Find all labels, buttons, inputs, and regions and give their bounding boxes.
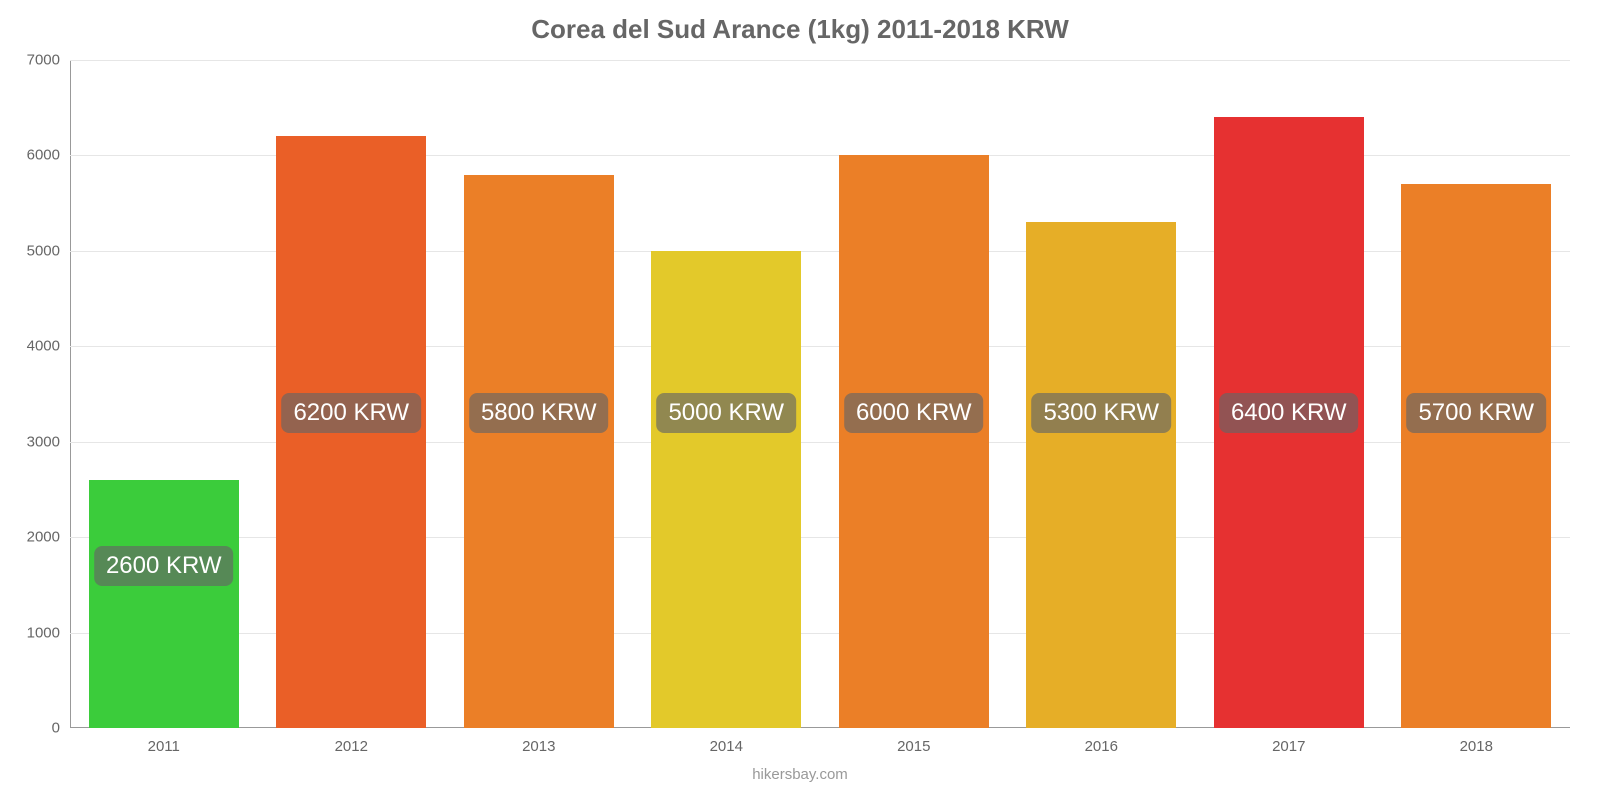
chart-title: Corea del Sud Arance (1kg) 2011-2018 KRW: [0, 14, 1600, 45]
y-tick-label: 1000: [10, 624, 60, 641]
y-axis-line: [70, 60, 71, 728]
plot-area: 0100020003000400050006000700020112600 KR…: [70, 60, 1570, 728]
y-tick-label: 7000: [10, 52, 60, 69]
value-label: 5700 KRW: [1406, 393, 1546, 433]
y-tick-label: 5000: [10, 242, 60, 259]
bar: [1026, 222, 1176, 728]
y-tick-label: 6000: [10, 147, 60, 164]
x-tick-label: 2016: [1085, 728, 1118, 755]
x-tick-label: 2012: [335, 728, 368, 755]
bar: [839, 155, 989, 728]
value-label: 2600 KRW: [94, 546, 234, 586]
x-tick-label: 2011: [148, 728, 180, 755]
x-tick-label: 2014: [710, 728, 743, 755]
value-label: 5800 KRW: [469, 393, 609, 433]
value-label: 5300 KRW: [1031, 393, 1171, 433]
gridline: [70, 60, 1570, 61]
bar: [464, 175, 614, 728]
bar: [1401, 184, 1551, 728]
x-tick-label: 2013: [522, 728, 555, 755]
chart-footer: hikersbay.com: [0, 766, 1600, 783]
x-tick-label: 2015: [897, 728, 930, 755]
bar: [651, 251, 801, 728]
x-tick-label: 2018: [1460, 728, 1493, 755]
y-tick-label: 4000: [10, 338, 60, 355]
x-tick-label: 2017: [1272, 728, 1305, 755]
y-tick-label: 3000: [10, 433, 60, 450]
value-label: 5000 KRW: [656, 393, 796, 433]
y-tick-label: 2000: [10, 529, 60, 546]
value-label: 6000 KRW: [844, 393, 984, 433]
bar: [89, 480, 239, 728]
bar-chart: Corea del Sud Arance (1kg) 2011-2018 KRW…: [0, 0, 1600, 800]
y-tick-label: 0: [10, 720, 60, 737]
value-label: 6200 KRW: [281, 393, 421, 433]
value-label: 6400 KRW: [1219, 393, 1359, 433]
